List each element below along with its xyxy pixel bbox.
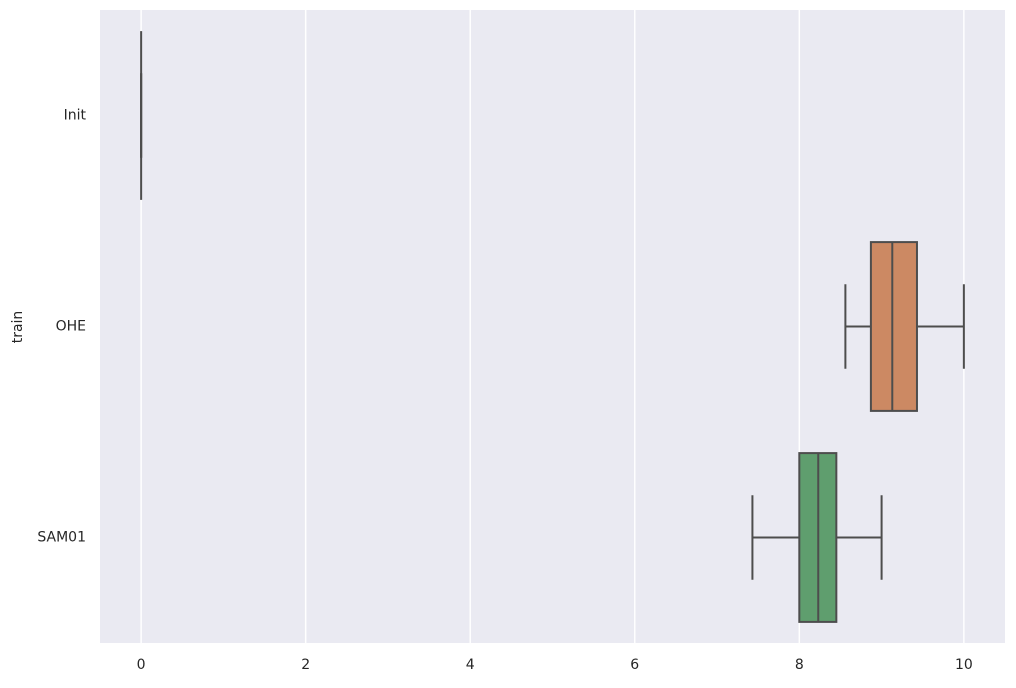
y-tick-label: OHE (56, 319, 86, 335)
x-tick-label: 6 (630, 657, 639, 673)
box (869, 241, 918, 412)
y-tick-label: SAM01 (37, 530, 86, 546)
y-axis-label: train (10, 311, 26, 344)
x-tick-label: 2 (301, 657, 310, 673)
y-tick-label: Init (64, 108, 87, 124)
x-tick-label: 4 (466, 657, 475, 673)
x-tick-label: 0 (137, 657, 146, 673)
x-tick-label: 10 (955, 657, 973, 673)
x-tick-label: 8 (795, 657, 804, 673)
